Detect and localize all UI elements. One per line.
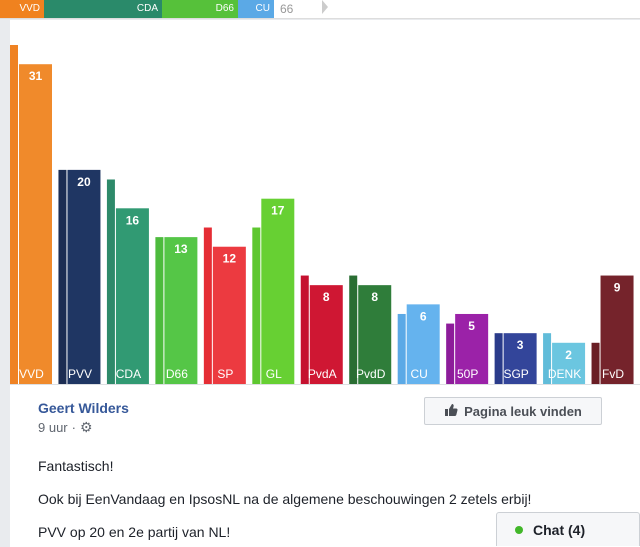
category-label-cu: CU (411, 367, 428, 381)
category-label-cda: CDA (116, 367, 141, 381)
data-label-d66: 13 (174, 242, 188, 256)
data-label-fvd: 9 (614, 281, 621, 295)
bar-current-fvd (600, 275, 634, 384)
coalition-total: 66 (280, 2, 294, 16)
coalition-segment-label: D66 (215, 3, 234, 14)
data-label-cu: 6 (420, 309, 427, 323)
post-text-line-2: Ook bij EenVandaag en IpsosNL na de alge… (38, 491, 532, 507)
data-label-pvdd: 8 (371, 290, 378, 304)
gear-icon[interactable]: ⚙ (79, 419, 93, 435)
bar-previous-denk (543, 333, 552, 384)
bar-previous-cda (106, 179, 115, 384)
data-label-pvv: 20 (77, 175, 91, 189)
data-label-sgp: 3 (517, 338, 524, 352)
category-label-sp: SP (217, 367, 233, 381)
coalition-bar: VVD CDA D66 CU 66 (0, 0, 640, 19)
like-page-label: Pagina leuk vinden (464, 403, 582, 419)
data-label-denk: 2 (565, 348, 572, 362)
category-label-pvda: PvdA (308, 367, 337, 381)
coalition-segment-cu: CU (238, 0, 274, 18)
bar-previous-pvv (58, 169, 67, 384)
separator: · (71, 420, 76, 435)
bar-previous-pvda (300, 275, 309, 384)
post-text-line-1: Fantastisch! (38, 458, 114, 474)
bar-current-cu (406, 304, 440, 384)
chart-panel: 31 VVD 20 PVV 16 CDA 13 D66 12 SP 17 GL 8 PvdA 8 PvdD 6 C… (10, 20, 640, 384)
bar-previous-sp (203, 227, 212, 384)
bar-previous-vvd (10, 45, 18, 384)
data-label-vvd: 31 (29, 69, 43, 83)
bar-previous-pvdd (349, 275, 358, 384)
bar-current-sp (212, 246, 246, 384)
category-label-pvdd: PvdD (356, 367, 386, 381)
bar-current-pvda (309, 285, 343, 384)
data-label-cda: 16 (126, 213, 140, 227)
coalition-segment-label: CDA (136, 3, 158, 14)
bar-current-pvdd (358, 285, 392, 384)
bar-current-vvd (19, 64, 52, 384)
post-text-line-3: PVV op 20 en 2e partij van NL! (38, 524, 231, 540)
bar-current-gl (261, 198, 295, 384)
data-label-gl: 17 (271, 204, 285, 218)
bar-current-cda (115, 208, 149, 384)
bar-previous-d66 (155, 237, 164, 384)
data-label-pvda: 8 (323, 290, 330, 304)
bar-current-denk (552, 342, 586, 384)
coalition-segment-label: VVD (19, 3, 40, 14)
post-time[interactable]: 9 uur (38, 420, 68, 435)
bar-previous-50p (446, 323, 455, 384)
chat-tab[interactable]: Chat (4) (496, 512, 640, 546)
data-label-50p: 5 (468, 319, 475, 333)
category-label-vvd: VVD (19, 367, 44, 381)
data-label-sp: 12 (223, 252, 237, 266)
thumbs-up-icon (444, 403, 458, 420)
online-status-icon (515, 525, 523, 534)
bar-current-d66 (164, 237, 198, 384)
category-label-fvd: FvD (602, 367, 624, 381)
category-label-50p: 50P (457, 367, 478, 381)
coalition-segment-cda: CDA (44, 0, 162, 18)
majority-marker (322, 0, 328, 14)
bar-previous-fvd (591, 342, 600, 384)
category-label-pvv: PVV (68, 367, 92, 381)
category-label-gl: GL (266, 367, 282, 381)
chat-label: Chat (4) (533, 521, 586, 538)
seat-bar-chart: 31 VVD 20 PVV 16 CDA 13 D66 12 SP 17 GL 8 PvdA 8 PvdD 6 C… (10, 45, 634, 384)
coalition-segment-d66: D66 (162, 0, 238, 18)
bar-previous-cu (397, 313, 406, 384)
bar-current-sgp (503, 333, 537, 384)
bar-previous-sgp (494, 333, 503, 384)
coalition-segment-label: CU (255, 3, 270, 14)
bar-previous-gl (252, 227, 261, 384)
category-label-d66: D66 (166, 367, 188, 381)
bar-current-50p (455, 313, 489, 384)
like-page-button[interactable]: Pagina leuk vinden (424, 397, 602, 425)
post-author[interactable]: Geert Wilders (38, 400, 129, 416)
post-meta: 9 uur · ⚙ (38, 419, 93, 436)
bar-current-pvv (67, 169, 101, 384)
category-label-sgp: SGP (503, 367, 528, 381)
coalition-segment-vvd: VVD (0, 0, 44, 18)
category-label-denk: DENK (548, 367, 581, 381)
